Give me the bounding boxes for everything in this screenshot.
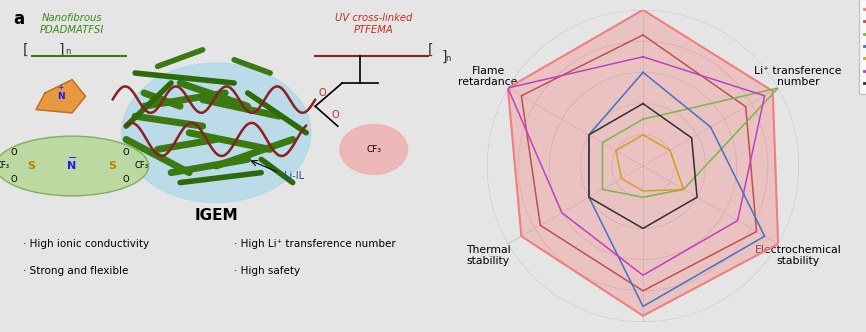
Text: CF₃: CF₃: [135, 161, 149, 171]
Text: ]: ]: [442, 49, 447, 63]
Text: N: N: [57, 92, 65, 101]
Text: O: O: [123, 175, 129, 184]
Text: · High ionic conductivity: · High ionic conductivity: [23, 239, 149, 249]
Text: N: N: [68, 161, 77, 171]
Text: [: [: [23, 43, 28, 57]
Text: · High Li⁺ transference number: · High Li⁺ transference number: [234, 239, 396, 249]
Polygon shape: [36, 80, 86, 113]
Text: · High safety: · High safety: [234, 266, 301, 276]
Text: n: n: [65, 47, 71, 56]
Ellipse shape: [0, 136, 149, 196]
Text: Nanofibrous
PDADMATFSI: Nanofibrous PDADMATFSI: [40, 13, 104, 35]
Text: O: O: [10, 175, 16, 184]
Text: a: a: [14, 10, 24, 28]
Text: O: O: [10, 148, 16, 157]
Text: −: −: [68, 153, 77, 163]
Text: S: S: [28, 161, 36, 171]
Text: UV cross-linked
PTFEMA: UV cross-linked PTFEMA: [335, 13, 412, 35]
Text: [: [: [428, 43, 433, 57]
Text: CF₃: CF₃: [0, 161, 10, 171]
Circle shape: [121, 63, 311, 203]
Text: IGEM: IGEM: [194, 208, 238, 223]
Text: O: O: [332, 110, 339, 120]
Circle shape: [340, 124, 408, 174]
Text: n: n: [445, 54, 450, 63]
Legend: IGEM, Ref. 21, Ref. 22, Ref. 23, Ref. 24, Ref. 25, Ref. 26: IGEM, Ref. 21, Ref. 22, Ref. 23, Ref. 24…: [859, 0, 866, 94]
Text: S: S: [108, 161, 117, 171]
Text: +: +: [58, 83, 64, 93]
Polygon shape: [507, 10, 779, 316]
Text: · Strong and flexible: · Strong and flexible: [23, 266, 128, 276]
Text: O: O: [123, 148, 129, 157]
Text: CF₃: CF₃: [366, 145, 381, 154]
Text: ]: ]: [59, 43, 64, 57]
Text: O: O: [318, 88, 326, 98]
Text: Li-IL: Li-IL: [284, 171, 304, 181]
